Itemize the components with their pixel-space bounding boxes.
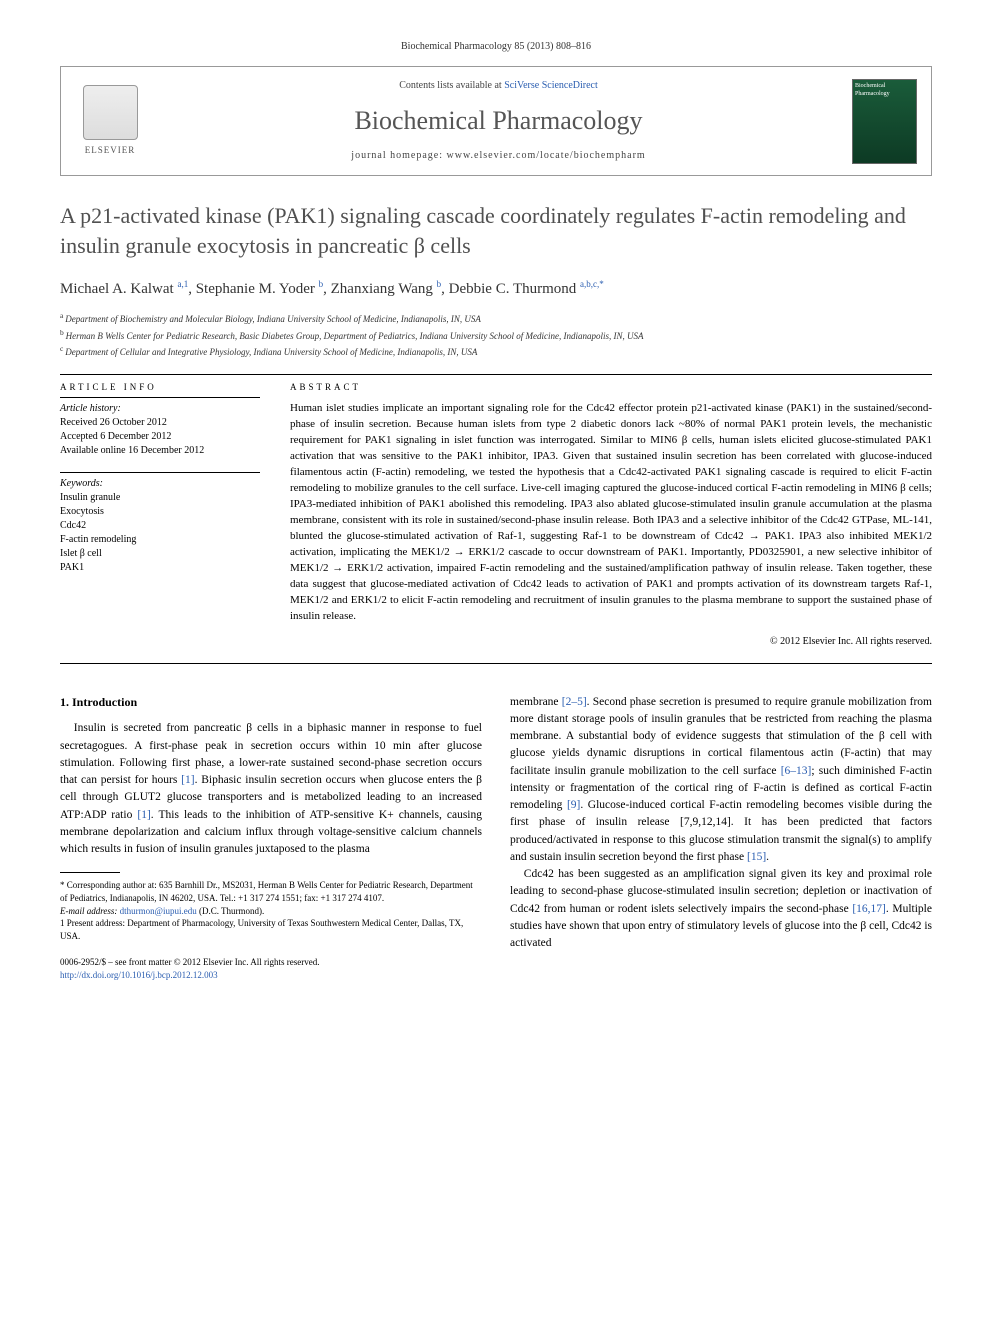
contents-prefix: Contents lists available at (399, 80, 504, 91)
body-para: membrane [2–5]. Second phase secretion i… (510, 694, 932, 867)
citation-ref[interactable]: [9] (567, 799, 580, 811)
masthead-center: Contents lists available at SciVerse Sci… (145, 79, 852, 163)
history-accepted: Accepted 6 December 2012 (60, 430, 260, 444)
author-affil-sup: a,1 (177, 279, 188, 289)
abstract-heading: ABSTRACT (290, 381, 932, 394)
keyword: F-actin remodeling (60, 533, 260, 547)
present-address-footnote: 1 Present address: Department of Pharmac… (60, 917, 482, 942)
abstract-col: ABSTRACT Human islet studies implicate a… (290, 381, 932, 649)
author: Michael A. Kalwat a,1 (60, 281, 188, 297)
masthead: ELSEVIER Contents lists available at Sci… (60, 66, 932, 176)
keyword: Exocytosis (60, 505, 260, 519)
citation-ref[interactable]: [6–13] (781, 765, 812, 777)
bottom-meta: 0006-2952/$ – see front matter © 2012 El… (60, 956, 482, 981)
citation-ref[interactable]: [1] (181, 774, 194, 786)
citation-ref[interactable]: [15] (747, 851, 766, 863)
author-affil-sup: b (437, 279, 442, 289)
footnotes: * Corresponding author at: 635 Barnhill … (60, 879, 482, 942)
author-affil-sup: a,b,c,* (580, 279, 604, 289)
doi-link[interactable]: http://dx.doi.org/10.1016/j.bcp.2012.12.… (60, 970, 218, 980)
sciencedirect-link[interactable]: SciVerse ScienceDirect (504, 80, 598, 91)
running-header: Biochemical Pharmacology 85 (2013) 808–8… (60, 40, 932, 54)
citation-ref[interactable]: [1] (137, 809, 150, 821)
body-text-right: membrane [2–5]. Second phase secretion i… (510, 694, 932, 953)
keywords-block: Keywords: Insulin granuleExocytosisCdc42… (60, 477, 260, 575)
article-info-heading: ARTICLE INFO (60, 381, 260, 394)
contents-available-line: Contents lists available at SciVerse Sci… (145, 79, 852, 93)
email-footnote: E-mail address: dthurmon@iupui.edu (D.C.… (60, 905, 482, 918)
elsevier-tree-icon (83, 85, 138, 140)
keyword: Insulin granule (60, 491, 260, 505)
keywords-label: Keywords: (60, 477, 260, 491)
publisher-logo: ELSEVIER (75, 79, 145, 164)
citation-ref[interactable]: [16,17] (852, 903, 886, 915)
author-list: Michael A. Kalwat a,1, Stephanie M. Yode… (60, 278, 932, 300)
affiliation-line: c Department of Cellular and Integrative… (60, 343, 932, 360)
publisher-name: ELSEVIER (85, 144, 136, 157)
history-received: Received 26 October 2012 (60, 416, 260, 430)
abstract-text: Human islet studies implicate an importa… (290, 401, 932, 624)
abstract-copyright: © 2012 Elsevier Inc. All rights reserved… (290, 635, 932, 649)
info-abstract-row: ARTICLE INFO Article history: Received 2… (60, 381, 932, 649)
body-para: Insulin is secreted from pancreatic β ce… (60, 720, 482, 858)
homepage-prefix: journal homepage: (351, 150, 446, 161)
history-online: Available online 16 December 2012 (60, 444, 260, 458)
author: Debbie C. Thurmond a,b,c,* (449, 281, 604, 297)
divider (60, 663, 932, 664)
corresponding-author-footnote: * Corresponding author at: 635 Barnhill … (60, 879, 482, 904)
cover-label: Biochemical Pharmacology (853, 80, 916, 101)
right-column: membrane [2–5]. Second phase secretion i… (510, 694, 932, 982)
history-label: Article history: (60, 402, 260, 416)
divider (60, 472, 260, 473)
footnote-rule (60, 872, 120, 873)
article-history-block: Article history: Received 26 October 201… (60, 402, 260, 458)
keyword: PAK1 (60, 561, 260, 575)
keyword: Islet β cell (60, 547, 260, 561)
affiliation-line: b Herman B Wells Center for Pediatric Re… (60, 327, 932, 344)
article-title: A p21-activated kinase (PAK1) signaling … (60, 201, 932, 260)
author-affil-sup: b (319, 279, 324, 289)
journal-cover-thumbnail: Biochemical Pharmacology (852, 79, 917, 164)
affiliation-line: a Department of Biochemistry and Molecul… (60, 310, 932, 327)
corresponding-email-link[interactable]: dthurmon@iupui.edu (120, 906, 197, 916)
homepage-url[interactable]: www.elsevier.com/locate/biochempharm (447, 150, 646, 161)
body-text-left: Insulin is secreted from pancreatic β ce… (60, 720, 482, 858)
email-suffix: (D.C. Thurmond). (197, 906, 265, 916)
divider (60, 397, 260, 398)
left-column: 1. Introduction Insulin is secreted from… (60, 694, 482, 982)
divider (60, 374, 932, 375)
author: Zhanxiang Wang b (331, 281, 442, 297)
section-heading-intro: 1. Introduction (60, 694, 482, 711)
body-columns: 1. Introduction Insulin is secreted from… (60, 694, 932, 982)
issn-line: 0006-2952/$ – see front matter © 2012 El… (60, 956, 482, 969)
keyword: Cdc42 (60, 519, 260, 533)
email-label: E-mail address: (60, 906, 120, 916)
author: Stephanie M. Yoder b (196, 281, 323, 297)
journal-name: Biochemical Pharmacology (145, 103, 852, 139)
article-info-col: ARTICLE INFO Article history: Received 2… (60, 381, 260, 649)
citation-ref[interactable]: [2–5] (562, 696, 587, 708)
affiliations: a Department of Biochemistry and Molecul… (60, 310, 932, 360)
journal-homepage-line: journal homepage: www.elsevier.com/locat… (145, 149, 852, 163)
body-para: Cdc42 has been suggested as an amplifica… (510, 866, 932, 952)
